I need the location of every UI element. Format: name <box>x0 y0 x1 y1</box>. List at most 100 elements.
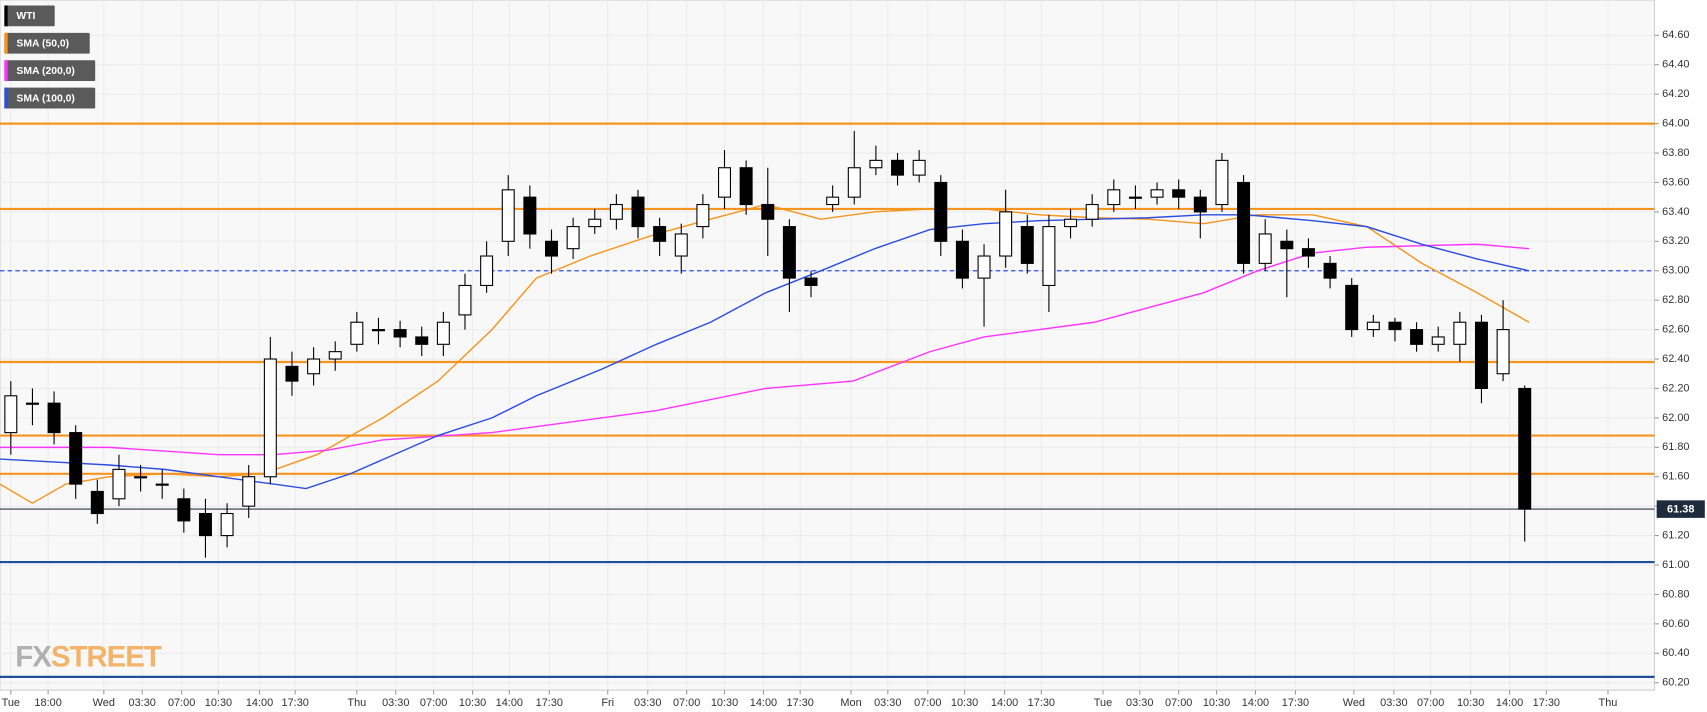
candle-body <box>350 321 364 345</box>
candle-body <box>371 329 385 332</box>
candle-body <box>977 255 991 279</box>
candle-body <box>1366 321 1380 331</box>
x-tick-label: 14:00 <box>991 697 1018 709</box>
candle-body <box>1518 387 1532 510</box>
legend-swatch <box>4 32 8 54</box>
candle-body <box>761 203 775 220</box>
sma-line <box>0 203 1530 505</box>
candle-body <box>69 432 83 485</box>
x-tick-label: 07:00 <box>673 697 700 709</box>
candle-body <box>177 498 191 522</box>
legend-label: WTI <box>16 11 35 22</box>
candle-body <box>1150 189 1164 198</box>
legend-label: SMA (100,0) <box>16 93 74 104</box>
candle-body <box>458 284 472 316</box>
x-tick-label: 10:30 <box>1457 697 1484 709</box>
candle-body <box>1085 203 1099 220</box>
candle-body <box>1345 284 1359 331</box>
x-tick-label: 10:30 <box>711 697 738 709</box>
candle-body <box>285 365 299 382</box>
candle-body <box>804 277 818 287</box>
y-tick-label: 63.00 <box>1662 265 1689 277</box>
last-price-label: 61.38 <box>1667 504 1694 516</box>
candle-body <box>718 167 732 198</box>
x-tick-label: 17:30 <box>536 697 563 709</box>
candle-body <box>1020 226 1034 264</box>
y-tick-label: 63.40 <box>1662 206 1689 218</box>
x-tick-label: Tue <box>2 697 20 709</box>
legend-box <box>4 87 96 109</box>
x-tick-label: 17:30 <box>282 697 309 709</box>
x-tick-label: 10:30 <box>951 697 978 709</box>
axes: 60.2060.4060.6060.8061.0061.2061.4061.60… <box>2 29 1705 709</box>
candle-body <box>1496 329 1510 375</box>
candle-body <box>1193 196 1207 213</box>
candle-body <box>609 203 623 220</box>
x-tick-label: 14:00 <box>246 697 273 709</box>
y-tick-label: 61.20 <box>1662 529 1689 541</box>
y-tick-label: 64.60 <box>1662 29 1689 41</box>
candle-body <box>242 476 256 507</box>
y-tick-label: 64.00 <box>1662 117 1689 129</box>
x-tick-label: 03:30 <box>382 697 409 709</box>
candle-body <box>653 226 667 242</box>
x-tick-label: 07:00 <box>914 697 941 709</box>
y-tick-label: 61.00 <box>1662 559 1689 571</box>
legend-box <box>4 5 55 27</box>
candle-body <box>912 159 926 176</box>
x-tick-label: 03:30 <box>1380 697 1407 709</box>
x-tick-label: Thu <box>347 697 366 709</box>
y-tick-label: 60.20 <box>1662 677 1689 689</box>
y-tick-label: 62.80 <box>1662 294 1689 306</box>
legend-swatch <box>4 5 8 27</box>
plot-area <box>0 0 1656 691</box>
legend-swatch <box>4 60 8 82</box>
x-tick-label: 10:30 <box>459 697 486 709</box>
legend-box <box>4 60 96 82</box>
candle-body <box>90 490 104 515</box>
candle-body <box>1323 262 1337 279</box>
candle-body <box>934 181 948 242</box>
candle-body <box>155 483 169 486</box>
x-tick-label: 14:00 <box>750 697 777 709</box>
candle-body <box>826 196 840 206</box>
x-tick-label: 03:30 <box>1126 697 1153 709</box>
candle-body <box>1474 321 1488 390</box>
x-tick-label: 14:00 <box>496 697 523 709</box>
y-tick-label: 61.60 <box>1662 471 1689 483</box>
x-tick-label: 17:30 <box>1028 697 1055 709</box>
legend-label: SMA (50,0) <box>16 39 69 50</box>
candle-body <box>1453 321 1467 345</box>
y-tick-label: 63.80 <box>1662 147 1689 159</box>
y-tick-label: 62.00 <box>1662 412 1689 424</box>
candle-body <box>112 468 126 500</box>
candle-body <box>566 226 580 250</box>
x-tick-label: 07:00 <box>1165 697 1192 709</box>
candle-body <box>1237 181 1251 264</box>
y-tick-label: 63.20 <box>1662 235 1689 247</box>
candle-body <box>847 167 861 198</box>
candle-body <box>415 336 429 345</box>
y-tick-label: 62.40 <box>1662 353 1689 365</box>
y-tick-label: 60.60 <box>1662 618 1689 630</box>
x-tick-label: Thu <box>1599 697 1618 709</box>
x-tick-label: Mon <box>840 697 861 709</box>
candles <box>4 130 1532 558</box>
y-tick-label: 60.80 <box>1662 588 1689 600</box>
candle-body <box>198 512 212 537</box>
x-tick-label: 03:30 <box>634 697 661 709</box>
x-tick-label: Tue <box>1094 697 1112 709</box>
x-tick-label: 10:30 <box>1203 697 1230 709</box>
y-tick-label: 64.20 <box>1662 88 1689 100</box>
legend: WTI SMA (50,0) SMA (200,0) SMA (100,0) <box>4 5 96 109</box>
candle-body <box>263 358 277 478</box>
legend-box <box>4 32 90 54</box>
x-tick-label: 03:30 <box>874 697 901 709</box>
candle-body <box>1301 248 1315 257</box>
candle-body <box>739 167 753 206</box>
x-tick-label: 03:30 <box>129 697 156 709</box>
x-tick-label: 10:30 <box>205 697 232 709</box>
y-tick-label: 62.60 <box>1662 323 1689 335</box>
y-tick-label: 62.20 <box>1662 382 1689 394</box>
